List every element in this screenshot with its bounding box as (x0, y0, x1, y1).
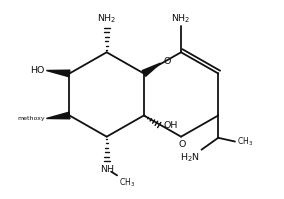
Text: methoxy: methoxy (17, 116, 45, 121)
Text: NH$_2$: NH$_2$ (171, 12, 191, 25)
Text: CH$_3$: CH$_3$ (119, 177, 135, 189)
Text: OH: OH (163, 121, 178, 130)
Polygon shape (142, 63, 160, 76)
Polygon shape (46, 112, 70, 119)
Text: NH$_2$: NH$_2$ (97, 12, 116, 25)
Text: HO: HO (30, 66, 45, 75)
Text: O: O (163, 57, 171, 66)
Text: H$_2$N: H$_2$N (180, 152, 200, 164)
Text: NH: NH (100, 165, 114, 174)
Text: O: O (178, 140, 185, 149)
Text: CH$_3$: CH$_3$ (237, 135, 253, 148)
Polygon shape (46, 70, 70, 77)
